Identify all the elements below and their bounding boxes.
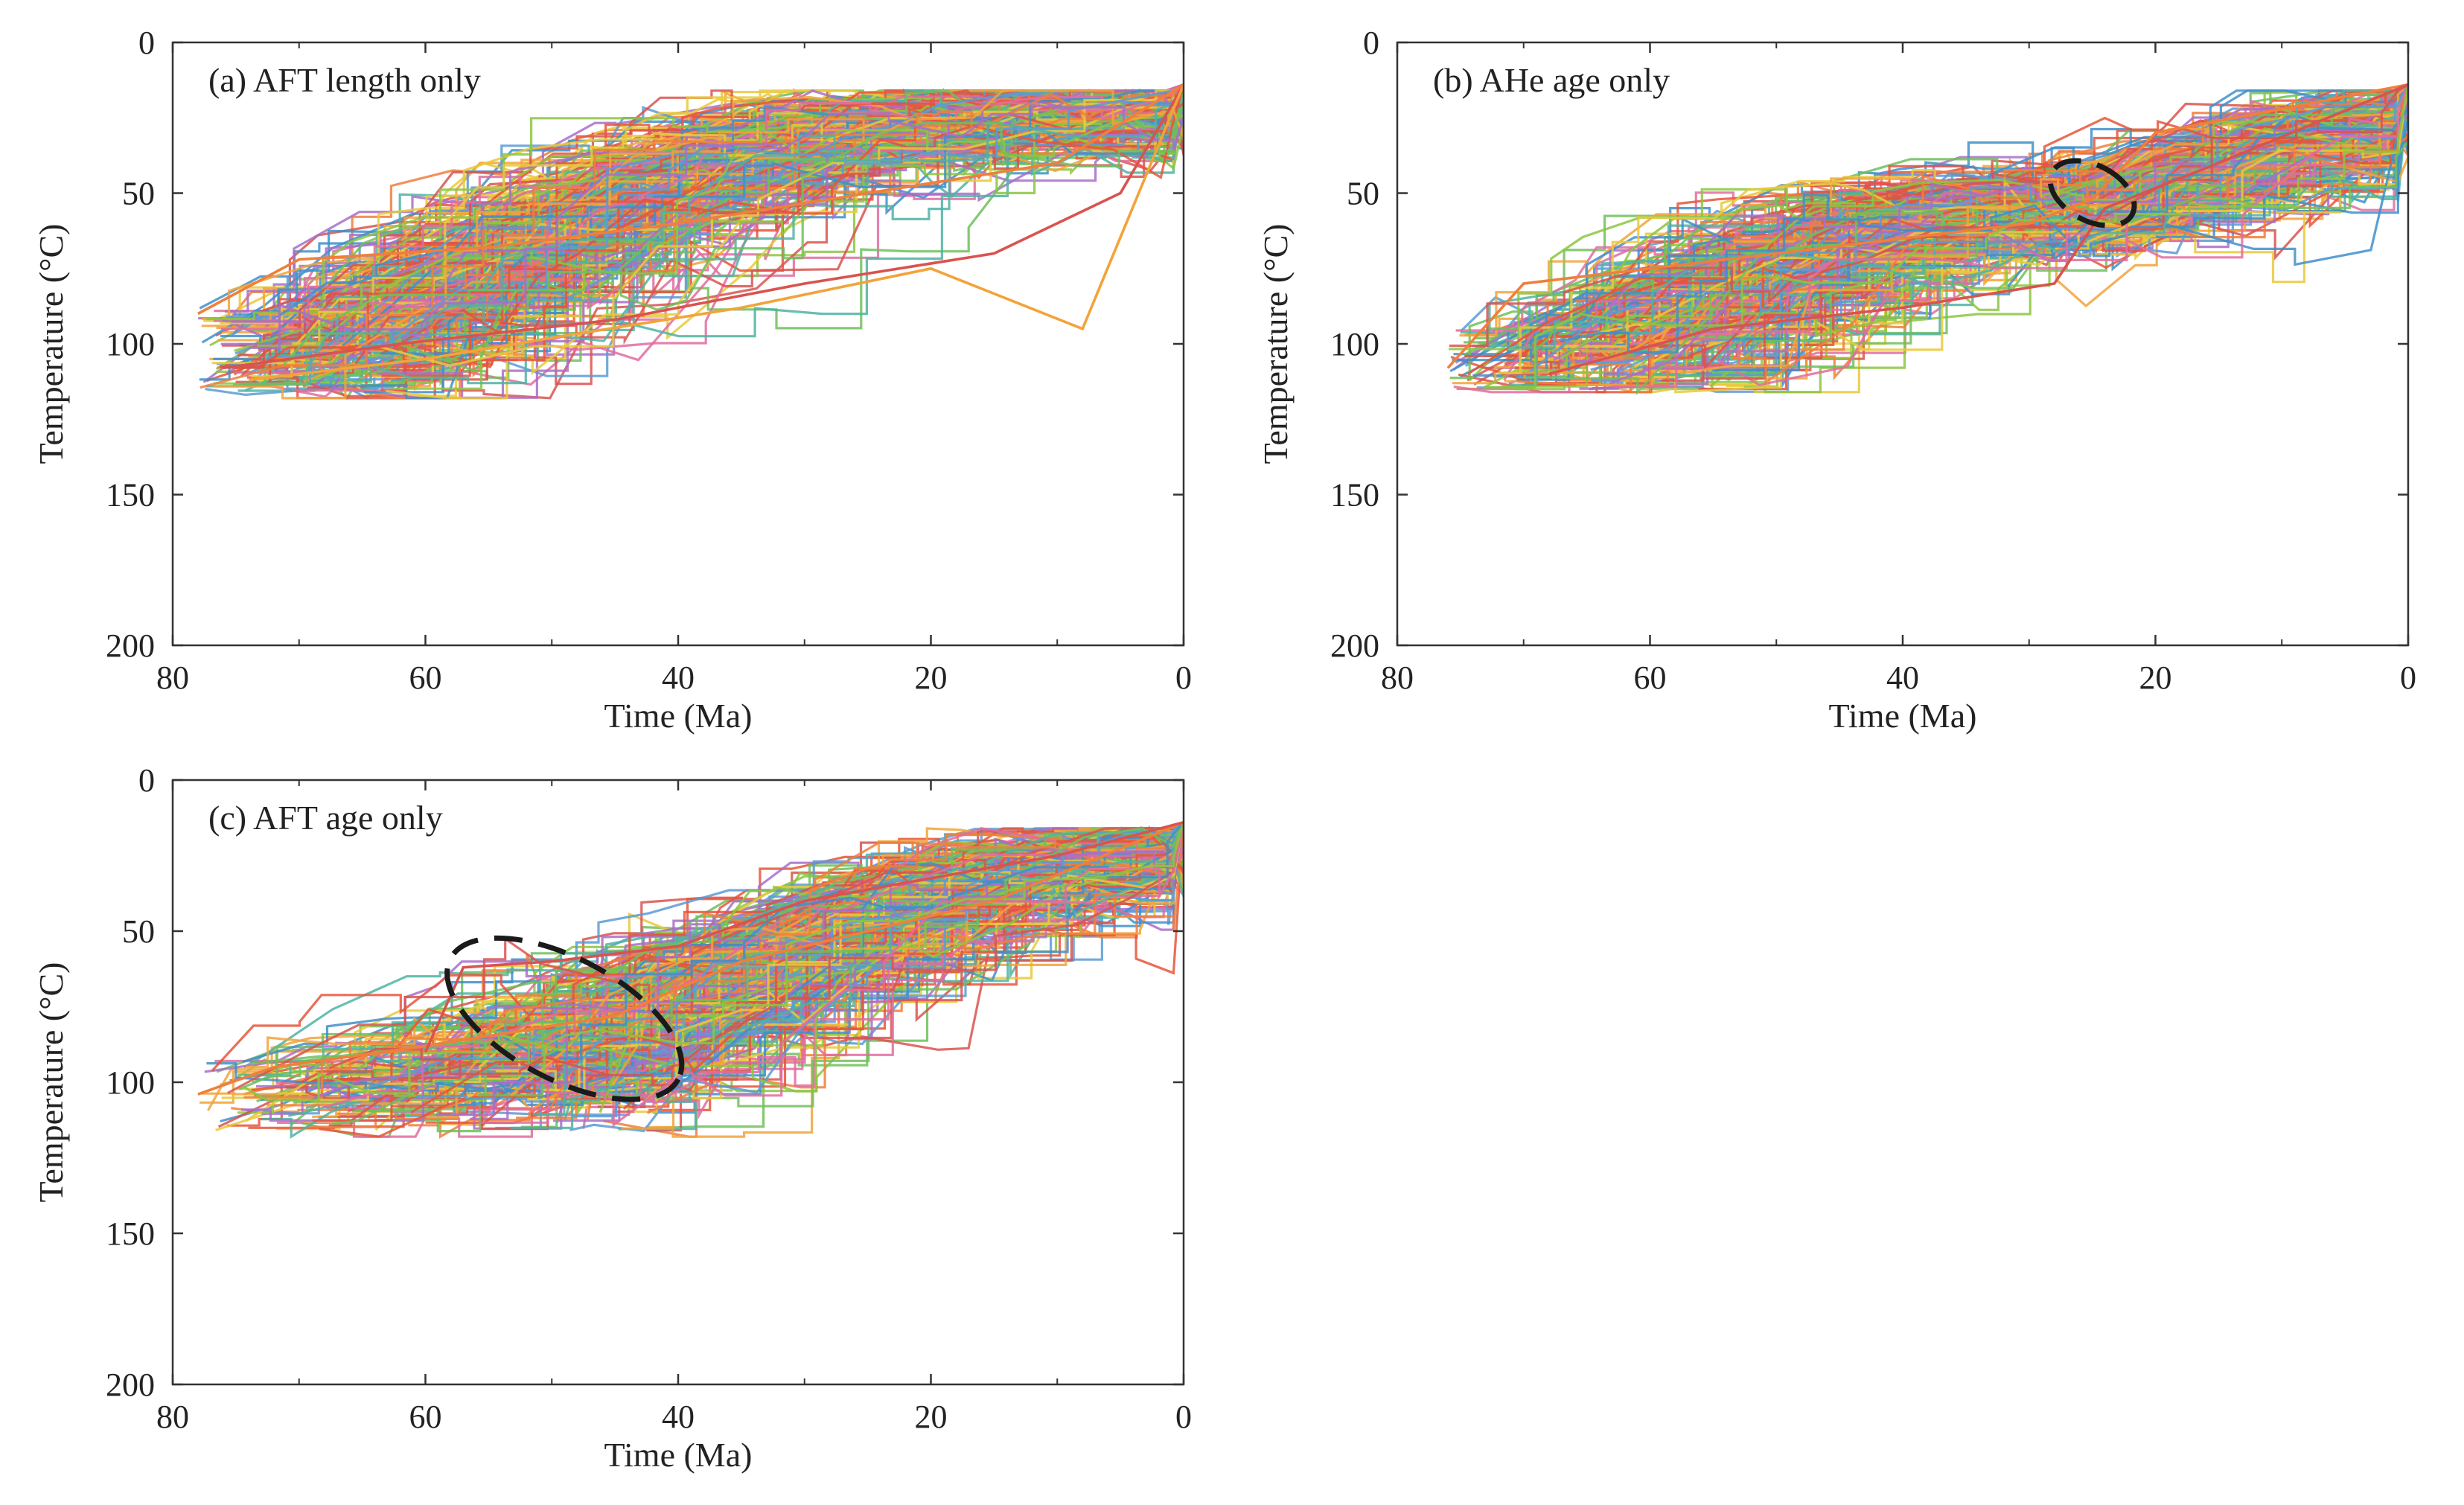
tt-path — [640, 822, 1184, 1092]
tt-path — [1732, 84, 2408, 385]
y-tick-label: 150 — [1330, 477, 1379, 514]
tt-path — [1560, 84, 2408, 360]
tt-path — [1560, 107, 2408, 354]
tt-path-sample — [248, 84, 1184, 382]
y-tick-label: 100 — [1330, 326, 1379, 362]
y-tick-label: 50 — [122, 913, 155, 950]
tt-path — [394, 84, 1184, 390]
envelope-ellipse — [444, 935, 685, 1102]
panel-c-envelope — [444, 935, 685, 1102]
tt-path-sample — [424, 821, 1184, 1053]
panel-a-title: (a) AFT length only — [208, 61, 481, 99]
tt-path-sample — [1548, 83, 2408, 376]
tt-path-sample — [197, 83, 1184, 316]
x-tick-label: 80 — [156, 1399, 189, 1435]
y-tick-label: 0 — [1363, 25, 1379, 61]
panel-a-x-axis-title: Time (Ma) — [604, 697, 753, 735]
panel-c-y-axis-title: Temperature (°C) — [32, 962, 70, 1203]
tt-path — [299, 83, 1184, 383]
panel-a-y-axis-title: Temperature (°C) — [32, 224, 70, 464]
tt-path — [342, 83, 1184, 347]
panel-b-x-axis-title: Time (Ma) — [1829, 697, 1977, 735]
tt-path — [477, 827, 1184, 1124]
x-tick-label: 0 — [2400, 659, 2416, 696]
tt-path — [328, 822, 1184, 1087]
tt-path — [611, 822, 1184, 1087]
tt-path — [257, 84, 1184, 370]
y-tick-label: 0 — [138, 25, 155, 61]
x-tick-label: 0 — [1175, 1399, 1192, 1435]
tt-path — [1591, 83, 2408, 382]
tt-path — [532, 827, 1184, 1116]
tt-path — [1487, 84, 2408, 389]
tt-path — [282, 106, 1184, 366]
tt-path — [436, 822, 1184, 1116]
panel-c-title: (c) AFT age only — [208, 799, 443, 837]
panel-b-y-axis-title: Temperature (°C) — [1257, 224, 1295, 464]
x-tick-label: 40 — [662, 659, 695, 696]
tt-path-sample — [1446, 83, 2408, 369]
y-tick-label: 50 — [122, 176, 155, 212]
panel-c-x-axis-title: Time (Ma) — [604, 1436, 753, 1474]
y-tick-label: 200 — [106, 627, 155, 664]
x-tick-label: 20 — [915, 1399, 948, 1435]
tt-path — [200, 85, 1184, 389]
panel-a-paths — [197, 83, 1184, 400]
y-tick-label: 150 — [106, 477, 155, 514]
tt-path — [326, 822, 1184, 1070]
tt-path — [562, 822, 1184, 1102]
tt-path — [1609, 101, 2408, 385]
tt-path — [329, 106, 1184, 354]
tt-path-sample — [197, 821, 1184, 1096]
tt-path — [500, 822, 1184, 1077]
y-tick-label: 50 — [1347, 176, 1379, 212]
y-tick-label: 100 — [106, 1064, 155, 1101]
x-tick-label: 60 — [409, 659, 442, 696]
tt-path — [249, 103, 1184, 349]
panel-b-title: (b) AHe age only — [1433, 61, 1670, 99]
tt-path — [214, 89, 1184, 400]
tt-path — [510, 822, 1184, 1129]
x-tick-label: 60 — [1634, 659, 1667, 696]
y-tick-label: 0 — [138, 762, 155, 799]
x-tick-label: 0 — [1175, 659, 1192, 696]
y-tick-label: 200 — [106, 1367, 155, 1403]
x-tick-label: 40 — [662, 1399, 695, 1435]
tt-path — [547, 822, 1184, 1128]
tt-path — [227, 822, 1184, 1094]
tt-path-sample — [223, 83, 1184, 370]
x-tick-label: 60 — [409, 1399, 442, 1435]
tt-path — [319, 83, 1184, 313]
tt-path — [1503, 84, 2408, 381]
panel-b-paths — [1446, 83, 2408, 395]
y-tick-label: 200 — [1330, 627, 1379, 664]
tt-path — [376, 83, 1184, 367]
envelope-ellipse — [2047, 158, 2137, 229]
y-tick-label: 100 — [106, 326, 155, 362]
x-tick-label: 80 — [156, 659, 189, 696]
tt-path — [564, 822, 1184, 1079]
x-tick-label: 40 — [1886, 659, 1919, 696]
x-tick-label: 80 — [1381, 659, 1414, 696]
y-tick-label: 150 — [106, 1215, 155, 1252]
tt-path — [1725, 84, 2408, 333]
tt-path — [1552, 84, 2408, 394]
tt-path — [325, 84, 1184, 368]
tt-path — [211, 83, 1184, 365]
tt-path — [1679, 83, 2408, 374]
tt-path — [313, 822, 1184, 1099]
x-tick-label: 20 — [915, 659, 948, 696]
panel-b-envelope — [2047, 158, 2137, 229]
panel-c-paths — [197, 821, 1184, 1139]
x-tick-label: 20 — [2139, 659, 2172, 696]
